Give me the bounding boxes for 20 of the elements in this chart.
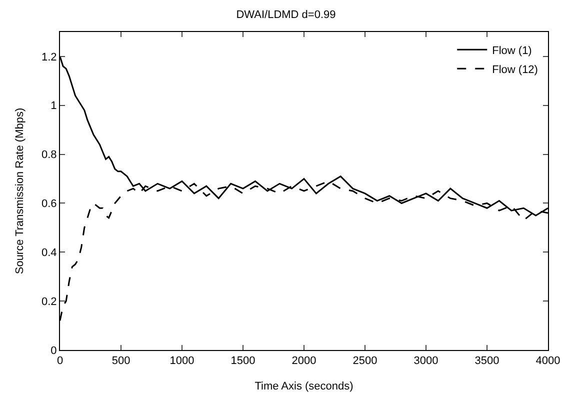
x-axis-title: Time Axis (seconds) — [254, 380, 354, 392]
chart-title: DWAI/LDMD d=0.99 — [236, 8, 336, 21]
x-tick-label: 3500 — [474, 355, 500, 368]
y-tick-label: 0.4 — [42, 247, 57, 259]
y-tick-label: 1 — [50, 100, 57, 112]
x-tick-label: 500 — [112, 355, 130, 368]
y-tick-label: 0.6 — [42, 198, 57, 210]
legend-label: Flow (1) — [492, 44, 532, 57]
x-tick-label: 1500 — [230, 355, 256, 368]
x-tick-label: 4000 — [536, 355, 560, 368]
x-tick-label: 3000 — [414, 355, 438, 368]
x-tick-label: 2500 — [352, 355, 378, 368]
y-tick-label: 0 — [50, 344, 57, 357]
y-tick-label: 0.2 — [42, 296, 57, 308]
x-tick-label: 2000 — [292, 355, 316, 368]
y-tick-label: 0.8 — [42, 149, 57, 162]
y-axis-title: Source Transmission Rate (Mbps) — [14, 108, 26, 274]
x-tick-label: 1000 — [170, 355, 194, 368]
legend-label: Flow (12) — [492, 64, 538, 76]
y-tick-label: 1.2 — [42, 51, 57, 64]
